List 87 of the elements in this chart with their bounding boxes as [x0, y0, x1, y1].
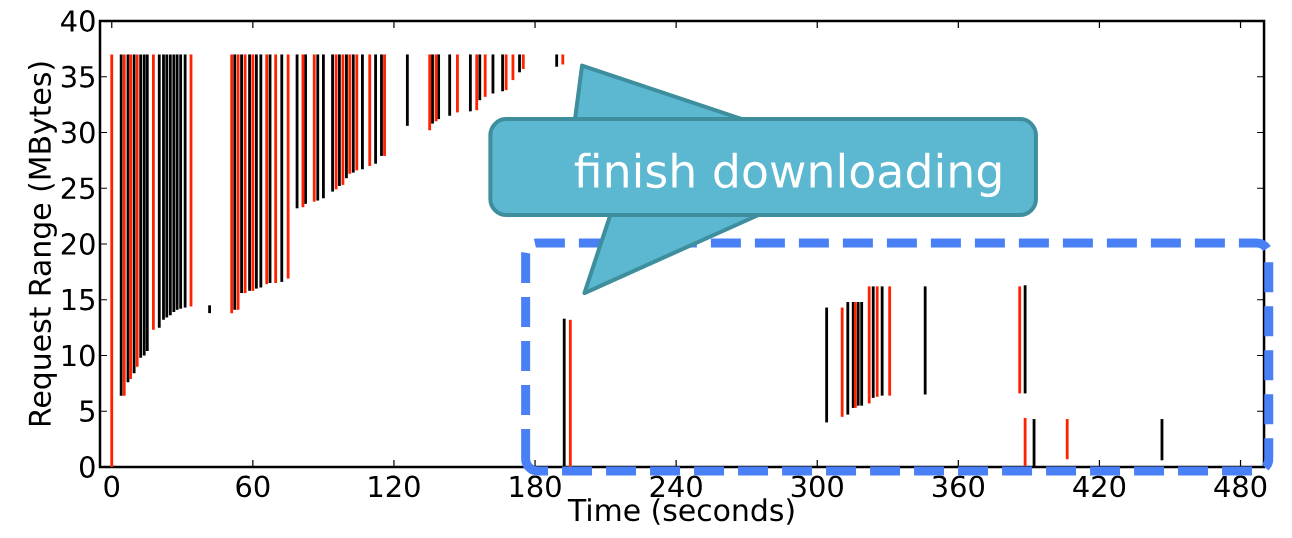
bar [345, 54, 348, 179]
bar [259, 54, 263, 288]
bar [334, 54, 338, 190]
bar [478, 54, 482, 101]
x-tick-label: 120 [369, 475, 420, 498]
bar [165, 54, 169, 318]
bar [1023, 417, 1027, 466]
bar [568, 319, 572, 467]
bar [428, 54, 432, 131]
y-tick-label: 40 [61, 10, 95, 32]
bar [504, 54, 508, 91]
y-tick-label: 30 [61, 121, 95, 144]
annotation: finish downloading [574, 152, 1001, 198]
bar [151, 54, 155, 330]
bar [312, 54, 316, 202]
x-tick-label: 420 [1073, 475, 1126, 498]
bar [316, 54, 320, 201]
y-axis-title: Request Range (MBytes) [27, 62, 57, 426]
y-tick-label: 20 [61, 233, 95, 255]
bar [888, 286, 892, 396]
y-tick-label: 5 [80, 400, 94, 422]
bar [923, 286, 927, 395]
bar [230, 54, 234, 314]
y-tick-label: 15 [62, 289, 94, 311]
bar [468, 54, 472, 112]
bar [248, 54, 251, 291]
bar [274, 54, 278, 284]
y-tick-label: 35 [61, 65, 94, 88]
bar [860, 301, 864, 406]
bar [475, 54, 479, 111]
bar [846, 301, 850, 415]
bar [483, 54, 487, 97]
bar [555, 54, 559, 67]
bar [208, 305, 211, 314]
bar [183, 54, 187, 308]
bar [405, 54, 409, 126]
bar [321, 54, 325, 199]
bar [518, 54, 521, 73]
bar [331, 54, 334, 192]
bar [135, 54, 139, 367]
bar [368, 54, 372, 166]
bar [840, 307, 844, 417]
x-axis-title: Time (seconds) [567, 498, 794, 525]
bar [280, 54, 284, 282]
bar [875, 286, 879, 397]
x-tick-label: 180 [510, 475, 561, 498]
bar [431, 54, 434, 124]
y-tick-label: 0 [80, 456, 95, 478]
bar [286, 54, 290, 279]
bar [374, 54, 378, 164]
bar [179, 54, 183, 309]
bar [172, 54, 176, 313]
bar [561, 54, 565, 65]
bar [129, 54, 132, 379]
bar [825, 307, 829, 423]
bar [168, 54, 172, 316]
y-tick-label: 10 [62, 344, 95, 367]
bar [139, 54, 143, 358]
bar [1023, 285, 1027, 394]
bar [175, 54, 179, 310]
bar [145, 54, 149, 352]
bar [562, 318, 566, 467]
bar [240, 54, 243, 294]
bar [142, 54, 146, 356]
x-tick-label: 60 [236, 475, 270, 498]
bar [1065, 419, 1069, 460]
x-tick-label: 480 [1214, 475, 1267, 498]
x-tick-label: 300 [791, 475, 843, 498]
bar [157, 54, 161, 328]
bar [501, 54, 504, 92]
bar [355, 54, 359, 171]
bar [110, 54, 114, 467]
bar [456, 54, 459, 113]
bar [361, 54, 364, 170]
bar [243, 54, 247, 294]
bar [1018, 286, 1022, 394]
bar [880, 286, 884, 396]
x-tick-label: 240 [650, 475, 702, 498]
bar [304, 54, 307, 204]
bar [521, 54, 525, 69]
y-tick-label: 25 [61, 177, 94, 200]
bar [448, 54, 452, 116]
bar [867, 286, 871, 404]
x-tick-label: 360 [932, 475, 984, 498]
bar [132, 54, 136, 374]
x-tick-label: 0 [104, 475, 120, 498]
bar [871, 286, 875, 398]
